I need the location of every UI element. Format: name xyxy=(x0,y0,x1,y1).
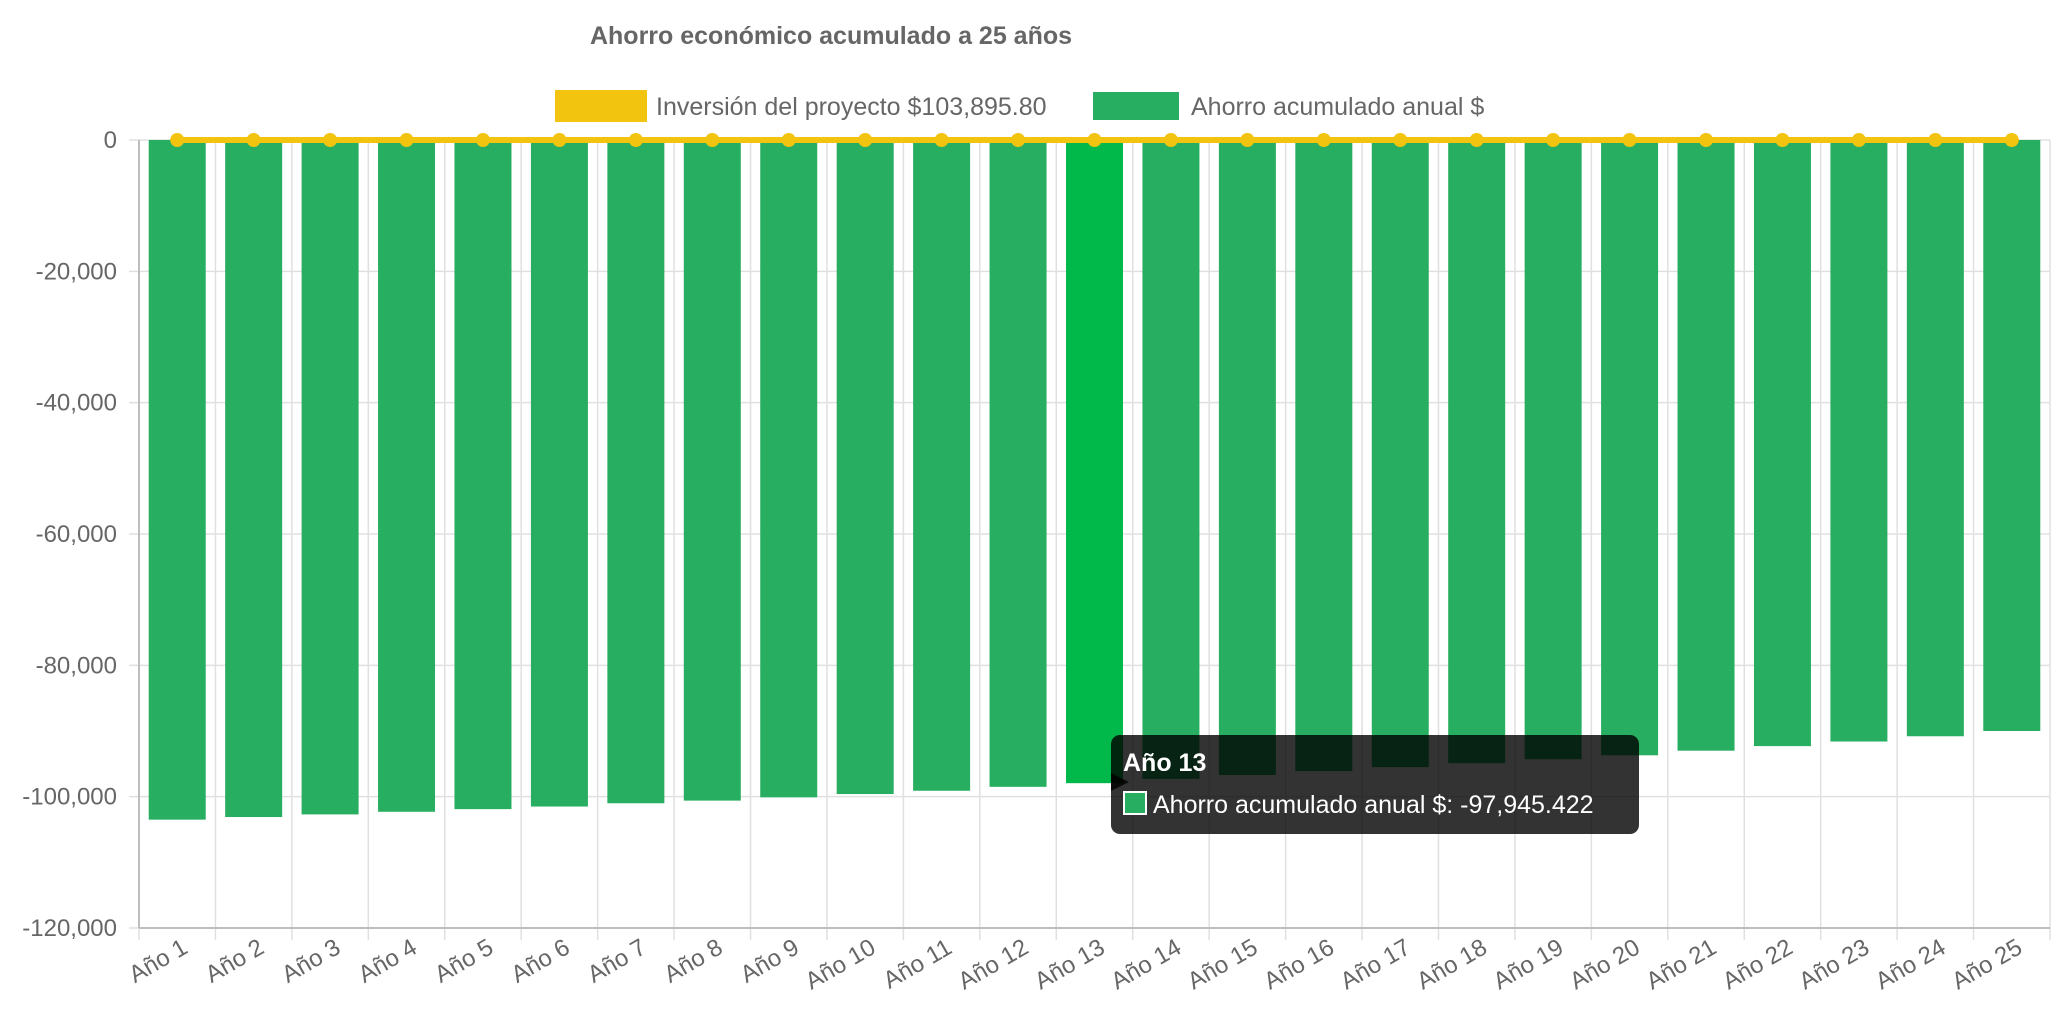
x-tick-label: Año 5 xyxy=(430,934,498,989)
legend-label-inversion: Inversión del proyecto $103,895.80 xyxy=(656,93,1047,121)
line-point xyxy=(323,133,338,147)
bar xyxy=(607,140,665,804)
line-point xyxy=(1928,133,1943,147)
x-tick-label: Año 16 xyxy=(1259,934,1338,995)
tooltip: Año 13 Ahorro acumulado anual $: -97,945.… xyxy=(1111,735,1639,834)
line-point xyxy=(552,133,567,147)
x-tick-label: Año 22 xyxy=(1718,934,1797,995)
line-point xyxy=(1087,133,1102,147)
bar xyxy=(1753,140,1811,747)
line-point xyxy=(1163,133,1178,147)
bar xyxy=(989,140,1047,787)
x-tick-label: Año 3 xyxy=(277,934,345,989)
x-tick-label: Año 4 xyxy=(354,934,422,989)
line-point xyxy=(1393,133,1408,147)
x-tick-label: Año 1 xyxy=(124,934,192,989)
line-point xyxy=(705,133,720,147)
bar xyxy=(1601,140,1659,756)
x-tick-label: Año 8 xyxy=(659,934,727,989)
bar xyxy=(760,140,818,798)
bar xyxy=(1448,140,1506,764)
y-tick-label: -120,000 xyxy=(22,915,117,942)
bar xyxy=(378,140,436,812)
bar xyxy=(1218,140,1276,775)
bar xyxy=(301,140,359,815)
line-point xyxy=(2004,133,2019,147)
x-tick-label: Año 15 xyxy=(1183,934,1262,995)
line-point xyxy=(1316,133,1331,147)
bar xyxy=(1906,140,1964,737)
line-point xyxy=(1011,133,1026,147)
tooltip-box xyxy=(1111,735,1639,834)
bar xyxy=(683,140,741,801)
line-point xyxy=(475,133,490,147)
line-point xyxy=(1775,133,1790,147)
tooltip-title: Año 13 xyxy=(1123,749,1206,777)
x-tick-label: Año 24 xyxy=(1871,934,1950,995)
line-point xyxy=(781,133,796,147)
line-point xyxy=(1469,133,1484,147)
bar xyxy=(836,140,894,795)
x-tick-label: Año 25 xyxy=(1947,934,2026,995)
bar xyxy=(530,140,588,807)
y-tick-label: -80,000 xyxy=(36,652,117,679)
line-point xyxy=(934,133,949,147)
x-tick-label: Año 2 xyxy=(201,934,269,989)
legend-swatch-inversion xyxy=(555,90,647,122)
line-point xyxy=(1851,133,1866,147)
line-point xyxy=(399,133,414,147)
x-tick-label: Año 9 xyxy=(736,934,804,989)
x-tick-label: Año 7 xyxy=(583,934,651,989)
line-point xyxy=(170,133,185,147)
legend-swatch-ahorro xyxy=(1093,92,1179,120)
x-tick-label: Año 18 xyxy=(1412,934,1491,995)
tooltip-label: Ahorro acumulado anual $: -97,945.422 xyxy=(1153,791,1594,819)
x-tick-label: Año 19 xyxy=(1489,934,1568,995)
line-series xyxy=(170,133,2019,147)
line-point xyxy=(1699,133,1714,147)
line-point xyxy=(1622,133,1637,147)
bar xyxy=(1830,140,1888,742)
x-tick-label: Año 13 xyxy=(1030,934,1109,995)
bar xyxy=(1066,140,1123,784)
y-tick-label: 0 xyxy=(104,127,117,154)
line-point xyxy=(858,133,873,147)
bar xyxy=(454,140,512,810)
bars xyxy=(148,140,2041,820)
chart-title: Ahorro económico acumulado a 25 años xyxy=(590,22,1072,50)
bar xyxy=(1677,140,1735,751)
x-tick-label: Año 23 xyxy=(1795,934,1874,995)
bar xyxy=(1524,140,1582,760)
bar xyxy=(913,140,971,791)
line-point xyxy=(628,133,643,147)
y-tick-label: -60,000 xyxy=(36,521,117,548)
bar xyxy=(1142,140,1200,779)
x-tick-label: Año 20 xyxy=(1565,934,1644,995)
line-point xyxy=(1240,133,1255,147)
legend: Inversión del proyecto $103,895.80 Ahorro… xyxy=(555,90,1484,122)
bar xyxy=(1295,140,1353,772)
bar xyxy=(225,140,283,818)
bar xyxy=(148,140,206,820)
y-tick-label: -20,000 xyxy=(36,258,117,285)
x-tick-label: Año 14 xyxy=(1107,934,1186,995)
x-tick-label: Año 17 xyxy=(1336,934,1415,995)
x-tick-label: Año 10 xyxy=(801,934,880,995)
x-tick-label: Año 21 xyxy=(1642,934,1721,995)
bar xyxy=(1371,140,1429,768)
line-point xyxy=(246,133,261,147)
legend-label-ahorro: Ahorro acumulado anual $ xyxy=(1191,93,1484,121)
x-tick-label: Año 11 xyxy=(879,934,957,995)
y-tick-label: -100,000 xyxy=(22,784,117,811)
tooltip-swatch xyxy=(1123,791,1147,815)
x-tick-label: Año 12 xyxy=(954,934,1033,995)
x-tick-label: Año 6 xyxy=(507,934,575,989)
bar xyxy=(1983,140,2041,731)
y-tick-label: -40,000 xyxy=(36,390,117,417)
line-point xyxy=(1546,133,1561,147)
